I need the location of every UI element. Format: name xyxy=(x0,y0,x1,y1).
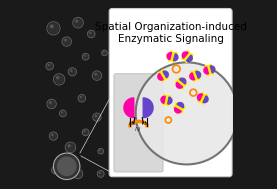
Circle shape xyxy=(83,54,88,60)
Circle shape xyxy=(53,153,80,180)
Circle shape xyxy=(221,44,226,50)
Polygon shape xyxy=(210,66,215,73)
Circle shape xyxy=(83,129,88,135)
Circle shape xyxy=(88,31,94,37)
Circle shape xyxy=(60,111,66,116)
Circle shape xyxy=(165,20,167,23)
Circle shape xyxy=(207,148,214,155)
Circle shape xyxy=(208,149,211,151)
Circle shape xyxy=(99,149,101,151)
Circle shape xyxy=(216,73,220,78)
Polygon shape xyxy=(158,70,168,82)
Circle shape xyxy=(93,114,101,121)
Circle shape xyxy=(80,96,82,98)
Circle shape xyxy=(51,134,54,136)
Circle shape xyxy=(98,171,104,177)
Circle shape xyxy=(56,76,59,79)
Circle shape xyxy=(79,95,85,101)
Polygon shape xyxy=(163,71,168,78)
Polygon shape xyxy=(198,94,202,101)
Polygon shape xyxy=(190,73,195,80)
Circle shape xyxy=(48,64,50,66)
Circle shape xyxy=(48,100,56,108)
Circle shape xyxy=(50,24,54,28)
Polygon shape xyxy=(186,55,192,61)
Polygon shape xyxy=(196,71,201,78)
Text: Ni: Ni xyxy=(135,127,142,132)
Circle shape xyxy=(57,156,77,176)
Circle shape xyxy=(63,38,71,46)
Circle shape xyxy=(201,38,208,45)
Circle shape xyxy=(66,143,75,152)
Circle shape xyxy=(197,168,199,170)
Polygon shape xyxy=(176,82,183,88)
Text: $H_6$: $H_6$ xyxy=(128,119,136,128)
Circle shape xyxy=(222,45,224,47)
Polygon shape xyxy=(182,52,188,58)
Circle shape xyxy=(99,172,101,174)
Circle shape xyxy=(50,132,57,140)
Circle shape xyxy=(98,149,103,154)
FancyBboxPatch shape xyxy=(109,9,232,177)
Circle shape xyxy=(184,27,186,28)
Circle shape xyxy=(216,74,218,76)
Circle shape xyxy=(163,19,170,26)
Polygon shape xyxy=(124,98,134,118)
Polygon shape xyxy=(189,70,201,82)
Polygon shape xyxy=(204,64,215,76)
Circle shape xyxy=(64,39,67,42)
Polygon shape xyxy=(158,74,163,80)
Polygon shape xyxy=(173,54,178,61)
Circle shape xyxy=(95,115,97,117)
Circle shape xyxy=(48,23,59,34)
Polygon shape xyxy=(197,92,208,104)
Circle shape xyxy=(220,167,227,173)
Circle shape xyxy=(89,32,91,34)
Circle shape xyxy=(212,26,214,28)
Text: Spatial Organization-induced
Enzymatic Signaling: Spatial Organization-induced Enzymatic S… xyxy=(95,22,247,44)
Circle shape xyxy=(68,144,71,147)
Polygon shape xyxy=(143,98,153,118)
Circle shape xyxy=(49,101,52,104)
Circle shape xyxy=(61,111,63,113)
Text: $H_6$: $H_6$ xyxy=(141,119,150,128)
FancyBboxPatch shape xyxy=(114,74,163,172)
Polygon shape xyxy=(175,77,187,89)
Circle shape xyxy=(93,72,101,80)
Circle shape xyxy=(75,171,78,174)
Circle shape xyxy=(202,39,205,42)
Polygon shape xyxy=(204,67,208,74)
Circle shape xyxy=(136,62,238,164)
Circle shape xyxy=(210,24,218,32)
Polygon shape xyxy=(177,102,184,108)
Polygon shape xyxy=(168,97,172,104)
Circle shape xyxy=(75,19,78,23)
Polygon shape xyxy=(203,96,208,103)
Circle shape xyxy=(54,75,64,84)
Polygon shape xyxy=(167,53,171,60)
Circle shape xyxy=(196,167,202,173)
Circle shape xyxy=(53,168,55,170)
Polygon shape xyxy=(167,51,178,63)
Polygon shape xyxy=(181,51,193,63)
Circle shape xyxy=(70,69,73,72)
Circle shape xyxy=(94,73,97,76)
Circle shape xyxy=(222,168,224,170)
Circle shape xyxy=(69,68,76,75)
Circle shape xyxy=(183,26,188,31)
Polygon shape xyxy=(160,94,173,106)
Polygon shape xyxy=(161,96,165,103)
Circle shape xyxy=(103,51,105,53)
Polygon shape xyxy=(175,108,181,113)
Polygon shape xyxy=(179,78,186,84)
Circle shape xyxy=(52,167,58,173)
Circle shape xyxy=(47,63,53,69)
Circle shape xyxy=(84,130,86,132)
Circle shape xyxy=(74,170,82,178)
Polygon shape xyxy=(173,102,185,113)
Circle shape xyxy=(102,50,107,55)
Circle shape xyxy=(73,18,83,27)
Circle shape xyxy=(84,55,86,57)
